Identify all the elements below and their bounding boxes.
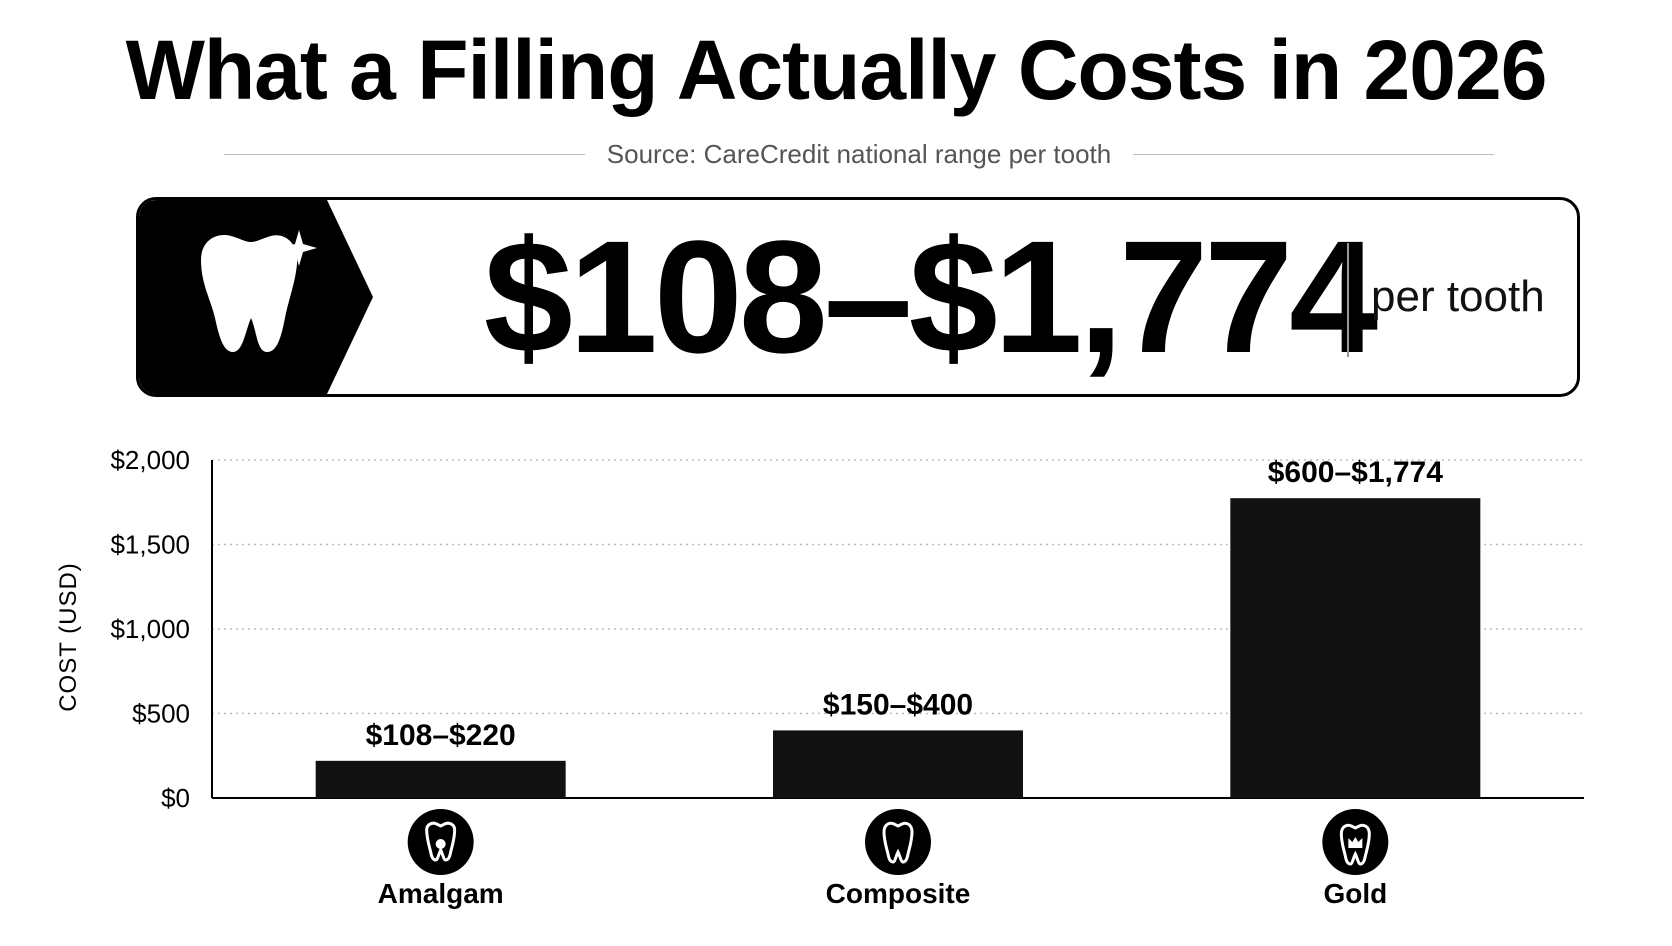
source-row: Source: CareCredit national range per to… bbox=[224, 134, 1495, 174]
price-banner: $108–$1,774 per tooth bbox=[136, 197, 1580, 397]
x-tick-label: Composite bbox=[826, 878, 971, 909]
data-label: $600–$1,774 bbox=[1268, 456, 1443, 489]
y-axis-label: COST (USD) bbox=[55, 562, 82, 712]
x-tick-label: Amalgam bbox=[378, 878, 504, 909]
y-tick-label: $1,000 bbox=[110, 614, 190, 644]
bar-composite bbox=[773, 730, 1023, 798]
bar-gold bbox=[1230, 498, 1481, 798]
y-tick-label: $0 bbox=[161, 783, 190, 813]
source-rule-right bbox=[1133, 153, 1495, 155]
bar-amalgam bbox=[315, 760, 566, 798]
source-rule-left bbox=[224, 153, 585, 155]
tooth-icon bbox=[865, 809, 931, 875]
tooth-sparkle-icon bbox=[139, 200, 373, 394]
banner-icon-panel bbox=[139, 200, 389, 394]
data-label: $108–$220 bbox=[366, 719, 516, 752]
y-tick-label: $2,000 bbox=[110, 445, 190, 475]
banner-divider bbox=[1347, 243, 1349, 357]
data-label: $150–$400 bbox=[823, 688, 973, 721]
source-text: Source: CareCredit national range per to… bbox=[606, 138, 1112, 169]
banner-unit: per tooth bbox=[1371, 272, 1545, 321]
y-tick-label: $1,500 bbox=[110, 530, 190, 560]
chart-title: What a Filling Actually Costs in 2026 bbox=[125, 23, 1548, 117]
y-tick-label: $500 bbox=[132, 699, 190, 729]
gold-crown-tooth-icon bbox=[1322, 809, 1389, 875]
amalgam-filling-icon bbox=[407, 809, 474, 875]
x-tick-label: Gold bbox=[1323, 878, 1387, 909]
banner-range: $108–$1,774 bbox=[483, 207, 1378, 386]
